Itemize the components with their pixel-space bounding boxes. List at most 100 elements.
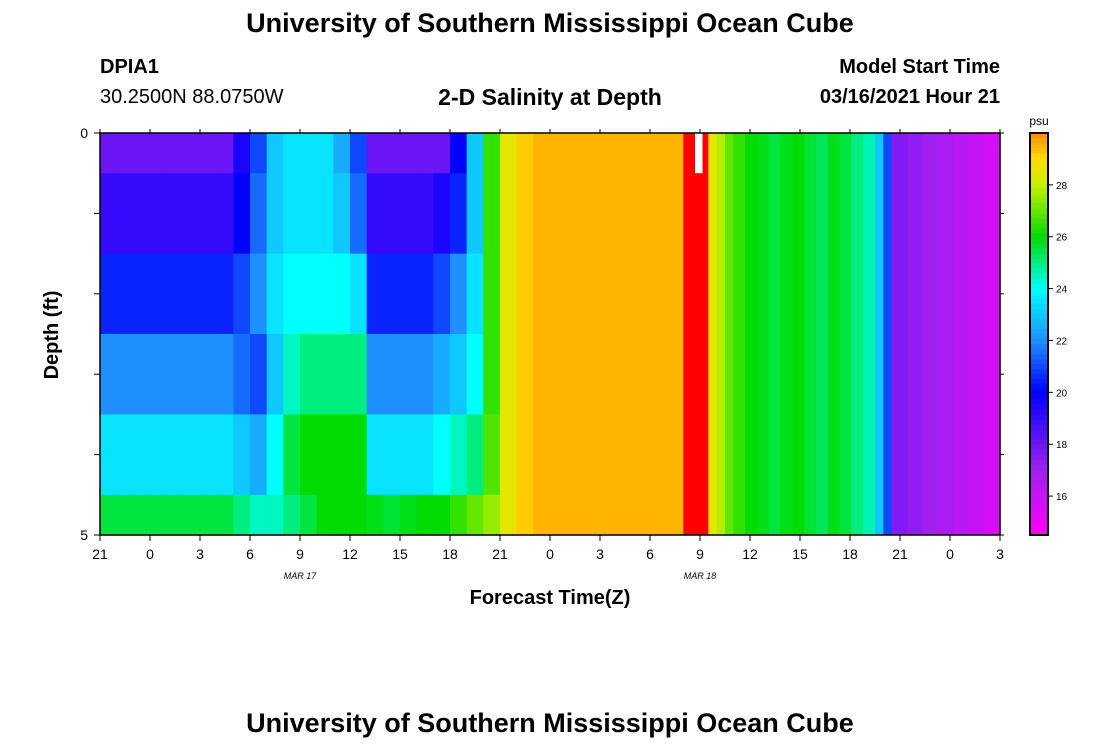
heatmap-cell <box>300 253 318 335</box>
heatmap-cell <box>383 173 401 255</box>
colorbar-segment <box>1030 268 1048 275</box>
heatmap-cell <box>650 173 668 255</box>
colorbar-segment <box>1030 303 1048 310</box>
heatmap-cell <box>266 173 284 255</box>
heatmap-cell <box>600 334 618 415</box>
x-axis-label: Forecast Time(Z) <box>470 587 631 609</box>
heatmap-cell <box>450 494 468 536</box>
colorbar-segment <box>1030 359 1048 365</box>
date-label: MAR 17 <box>284 571 318 581</box>
colorbar-segment <box>1030 143 1048 149</box>
colorbar: 16 18 20 22 24 26 28 psu <box>1029 114 1068 536</box>
colorbar-segment <box>1030 334 1048 340</box>
heatmap-cell <box>566 253 584 335</box>
colorbar-segment <box>1030 233 1048 240</box>
heatmap-cell <box>516 253 534 335</box>
colorbar-segment <box>1030 313 1048 320</box>
heatmap-cell <box>350 334 368 415</box>
heatmap-cell <box>633 253 651 335</box>
x-tick-label: 3 <box>996 546 1004 562</box>
colorbar-segment <box>1030 419 1048 426</box>
heatmap-cell <box>550 494 568 536</box>
heatmap-cell <box>466 494 484 536</box>
colorbar-segment <box>1030 494 1048 501</box>
colorbar-segment <box>1030 364 1048 370</box>
heatmap-cell <box>483 334 501 415</box>
heatmap-cell <box>366 173 384 255</box>
heatmap-cell <box>100 334 118 415</box>
heatmap-cell <box>266 494 284 536</box>
x-tick-label: 15 <box>792 546 808 562</box>
colorbar-segment <box>1030 454 1048 461</box>
heatmap-cell <box>500 414 518 496</box>
heatmap-cell <box>216 133 234 174</box>
heatmap-cell <box>333 494 351 536</box>
colorbar-tick-label: 20 <box>1056 388 1068 399</box>
heatmap-cell <box>366 494 384 536</box>
colorbar-segment <box>1030 479 1048 486</box>
heatmap-cell <box>216 334 234 415</box>
colorbar-segment <box>1030 389 1048 395</box>
heatmap-cell <box>733 133 746 535</box>
colorbar-tick-label: 24 <box>1056 285 1068 296</box>
heatmap-cell <box>516 494 534 536</box>
heatmap-cell <box>350 253 368 335</box>
heatmap-cells <box>100 133 1001 536</box>
heatmap-cell <box>839 133 852 535</box>
heatmap-cell <box>466 414 484 496</box>
x-tick-label: 6 <box>246 546 254 562</box>
colorbar-segment <box>1030 183 1048 189</box>
heatmap-cell <box>300 414 318 496</box>
heatmap-cell <box>416 253 434 335</box>
x-tick-label: 21 <box>892 546 908 562</box>
heatmap-cell <box>666 494 684 536</box>
heatmap-cell <box>383 494 401 536</box>
heatmap-cell <box>183 414 201 496</box>
colorbar-segment <box>1030 339 1048 345</box>
missing-data-gap <box>695 133 703 174</box>
heatmap-cell <box>300 133 318 174</box>
colorbar-segment <box>1030 263 1048 270</box>
colorbar-tick-label: 18 <box>1056 440 1068 451</box>
heatmap-cell <box>433 414 451 496</box>
heatmap-cell <box>316 494 334 536</box>
heatmap-cell <box>616 414 634 496</box>
heatmap-cell <box>166 494 184 536</box>
colorbar-segment <box>1030 524 1048 531</box>
heatmap-cell <box>300 334 318 415</box>
colorbar-segment <box>1030 133 1048 139</box>
heatmap-cell <box>400 253 418 335</box>
heatmap-cell <box>150 173 168 255</box>
heatmap-cell <box>400 414 418 496</box>
heatmap-cell <box>250 253 268 335</box>
heatmap-cell <box>416 494 434 536</box>
colorbar-segment <box>1030 354 1048 360</box>
heatmap-cell <box>533 253 551 335</box>
heatmap-cell <box>550 133 568 174</box>
heatmap-cell <box>233 173 251 255</box>
heatmap-cell <box>516 334 534 415</box>
x-tick-label: 9 <box>696 546 704 562</box>
model-start-value: 03/16/2021 Hour 21 <box>819 86 1000 108</box>
colorbar-segment <box>1030 529 1048 536</box>
colorbar-segment <box>1030 429 1048 436</box>
heatmap-cell <box>891 133 908 535</box>
heatmap-cell <box>116 173 134 255</box>
heatmap-cell <box>666 414 684 496</box>
heatmap-cell <box>166 334 184 415</box>
heatmap-cell <box>815 133 829 535</box>
heatmap-cell <box>216 494 234 536</box>
heatmap-cell <box>716 133 726 535</box>
heatmap-cell <box>583 334 601 415</box>
heatmap-cell <box>133 253 151 335</box>
colorbar-segment <box>1030 238 1048 245</box>
heatmap-cell <box>550 173 568 255</box>
heatmap-cell <box>666 334 684 415</box>
heatmap-cell <box>283 334 301 415</box>
heatmap-cell <box>316 253 334 335</box>
heatmap-cell <box>500 133 518 174</box>
heatmap-cell <box>350 494 368 536</box>
heatmap-cell <box>283 173 301 255</box>
heatmap-cell <box>433 494 451 536</box>
colorbar-segment <box>1030 253 1048 260</box>
